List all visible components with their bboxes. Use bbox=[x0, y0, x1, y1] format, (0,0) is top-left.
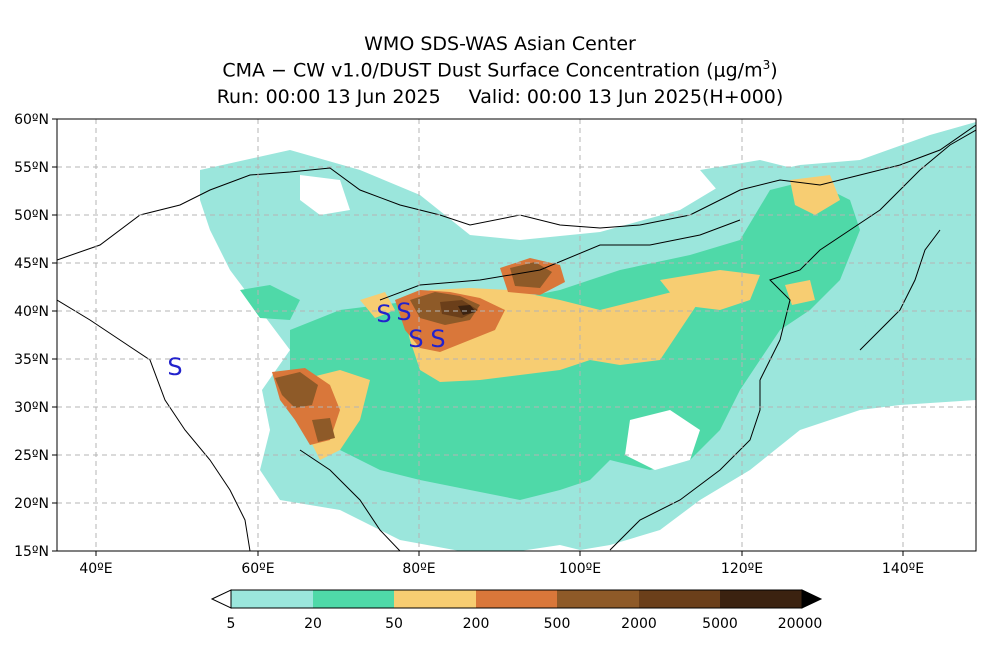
colorbar-label: 2000 bbox=[621, 616, 657, 632]
latitude-labels: 60ºN 55ºN 50ºN 45ºN 40ºN 35ºN 30ºN 25ºN … bbox=[14, 112, 49, 560]
chart-subtitle: CMA − CW v1.0/DUST Dust Surface Concentr… bbox=[0, 58, 1000, 81]
coastline-east-asia bbox=[759, 129, 976, 381]
valid-time: Valid: 00:00 13 Jun 2025(H+000) bbox=[468, 86, 784, 108]
colorbar-bin-4 bbox=[476, 590, 557, 608]
colorbar-label: 5 bbox=[227, 616, 236, 632]
subtitle-text: CMA − CW v1.0/DUST Dust Surface Concentr… bbox=[222, 59, 763, 82]
lat-label: 15ºN bbox=[14, 544, 49, 560]
colorbar bbox=[210, 589, 823, 609]
dust-patch-iran-brown bbox=[275, 372, 318, 408]
lon-label: 60ºE bbox=[241, 561, 274, 577]
colorbar-label: 200 bbox=[463, 616, 490, 632]
lat-label: 60ºN bbox=[14, 112, 49, 128]
dust-level-5000-20000 bbox=[458, 305, 476, 315]
station-marker: S bbox=[167, 353, 182, 381]
dust-patch-fergana bbox=[360, 292, 395, 318]
longitude-labels: 40ºE 60ºE 80ºE 100ºE 120ºE 140ºE bbox=[79, 561, 924, 577]
chart-title: WMO SDS-WAS Asian Center bbox=[364, 33, 636, 55]
colorbar-bin-5 bbox=[557, 590, 639, 608]
colorbar-frame bbox=[230, 589, 803, 609]
lon-label: 100ºE bbox=[559, 561, 601, 577]
dust-patch-manchuria bbox=[790, 175, 840, 215]
lat-label: 45ºN bbox=[14, 256, 49, 272]
colorbar-bin-3 bbox=[394, 590, 476, 608]
lat-label: 25ºN bbox=[14, 448, 49, 464]
coastline-middle-east bbox=[57, 299, 251, 551]
lat-label: 40ºN bbox=[14, 304, 49, 320]
dust-patch-east-yellow bbox=[660, 270, 760, 310]
lon-label: 120ºE bbox=[721, 561, 763, 577]
colorbar-label: 500 bbox=[544, 616, 571, 632]
lat-label: 50ºN bbox=[14, 208, 49, 224]
coastline-japan bbox=[859, 229, 941, 351]
colorbar-label: 50 bbox=[385, 616, 403, 632]
station-marker: S bbox=[408, 325, 423, 353]
dust-patch-southeast bbox=[860, 300, 976, 380]
colorbar-bin-2 bbox=[313, 590, 394, 608]
colorbar-high-arrow bbox=[801, 589, 823, 609]
station-marker: S bbox=[430, 325, 445, 353]
dust-patch-gobi-brown bbox=[510, 262, 552, 288]
border-central-asia bbox=[57, 124, 976, 261]
colorbar-labels: 5 20 50 200 500 2000 5000 20000 bbox=[227, 616, 823, 632]
dust-field bbox=[200, 122, 976, 551]
lat-label: 20ºN bbox=[14, 496, 49, 512]
colorbar-label: 20000 bbox=[778, 616, 823, 632]
coastline-india bbox=[299, 449, 401, 551]
lon-label: 140ºE bbox=[882, 561, 924, 577]
colorbar-bin-7 bbox=[720, 590, 802, 608]
dust-patch-afghan-brown bbox=[312, 418, 335, 442]
run-time: Run: 00:00 13 Jun 2025 bbox=[216, 86, 441, 108]
colorbar-low-arrow bbox=[210, 589, 232, 609]
colorbar-bin-6 bbox=[639, 590, 720, 608]
lat-label: 55ºN bbox=[14, 160, 49, 176]
clear-patch-mongolia bbox=[300, 175, 350, 215]
station-marker: S bbox=[396, 298, 411, 326]
dust-patch-korea bbox=[785, 280, 815, 305]
colorbar-label: 5000 bbox=[702, 616, 738, 632]
run-valid-line: Run: 00:00 13 Jun 2025 Valid: 00:00 13 Ju… bbox=[0, 86, 1000, 108]
coastline-south-china bbox=[609, 380, 761, 551]
colorbar-label: 20 bbox=[304, 616, 322, 632]
colorbar-bin-1 bbox=[231, 590, 313, 608]
lon-label: 40ºE bbox=[79, 561, 112, 577]
map-frame bbox=[56, 118, 977, 552]
tick-marks bbox=[52, 118, 904, 556]
subtitle-end: ) bbox=[770, 59, 778, 82]
graticule bbox=[57, 119, 976, 551]
lat-label: 35ºN bbox=[14, 352, 49, 368]
station-markers: S S S S S bbox=[167, 298, 445, 381]
subtitle-superscript: 3 bbox=[762, 58, 771, 72]
coastlines bbox=[57, 124, 976, 551]
station-marker: S bbox=[376, 300, 391, 328]
lon-label: 80ºE bbox=[402, 561, 435, 577]
lat-label: 30ºN bbox=[14, 400, 49, 416]
border-china bbox=[379, 219, 741, 301]
